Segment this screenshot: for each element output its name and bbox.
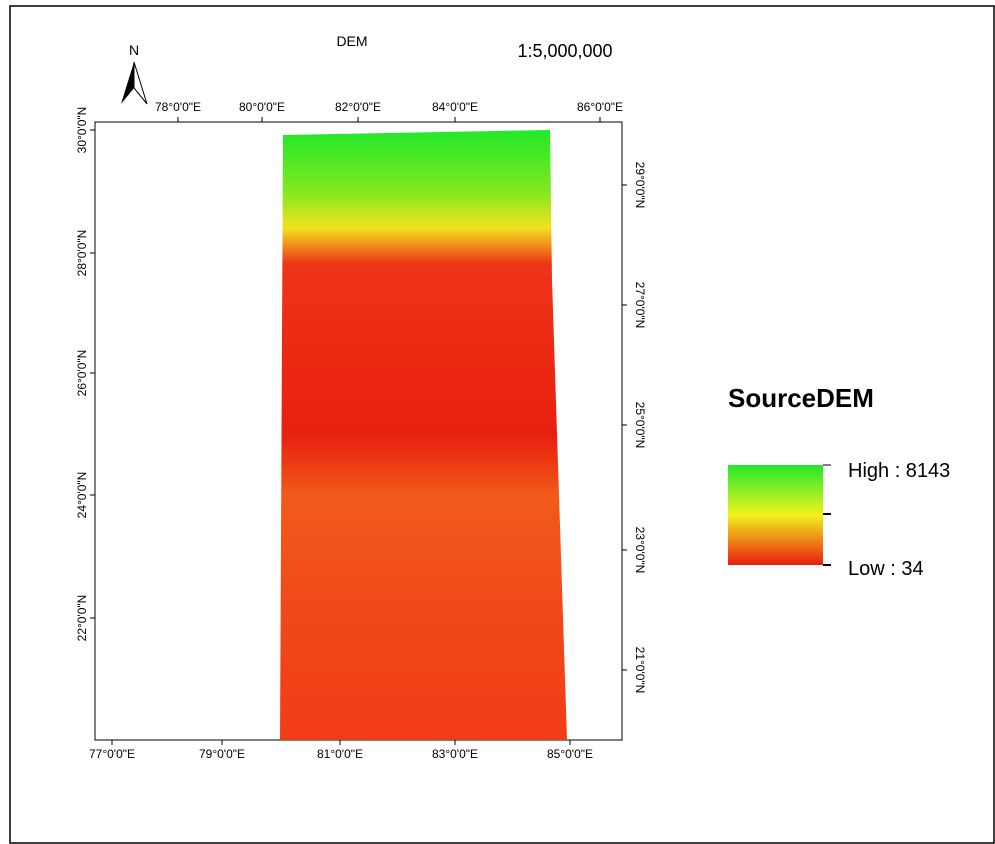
tick-label: 21°0'0"N [633, 647, 647, 694]
tick-label: 77°0'0"E [89, 747, 135, 761]
legend-low: Low : 34 [848, 558, 924, 580]
tick-label: 79°0'0"E [199, 747, 245, 761]
north-arrow [121, 62, 134, 104]
tick-label: 82°0'0"E [335, 100, 381, 114]
tick-label: 81°0'0"E [317, 747, 363, 761]
tick-label: 29°0'0"N [633, 162, 647, 209]
map-title: DEM [336, 33, 367, 49]
tick-label: 22°0'0"N [75, 595, 89, 642]
tick-label: 80°0'0"E [239, 100, 285, 114]
legend-ramp [728, 465, 823, 565]
legend-title: SourceDEM [728, 383, 874, 413]
dem-raster [280, 130, 567, 740]
tick-label: 78°0'0"E [155, 100, 201, 114]
tick-label: 85°0'0"E [547, 747, 593, 761]
tick-label: 84°0'0"E [432, 100, 478, 114]
north-label: N [129, 42, 139, 58]
tick-label: 83°0'0"E [432, 747, 478, 761]
page-border [9, 5, 995, 844]
tick-label: 26°0'0"N [75, 350, 89, 397]
legend-high: High : 8143 [848, 460, 950, 482]
tick-label: 28°0'0"N [75, 230, 89, 277]
tick-label: 86°0'0"E [577, 100, 623, 114]
tick-label: 27°0'0"N [633, 282, 647, 329]
tick-label: 25°0'0"N [633, 402, 647, 449]
tick-label: 30°0'0"N [75, 107, 89, 154]
tick-label: 23°0'0"N [633, 527, 647, 574]
tick-label: 24°0'0"N [75, 472, 89, 519]
north-arrow [133, 61, 148, 105]
scale-text: 1:5,000,000 [517, 41, 612, 61]
